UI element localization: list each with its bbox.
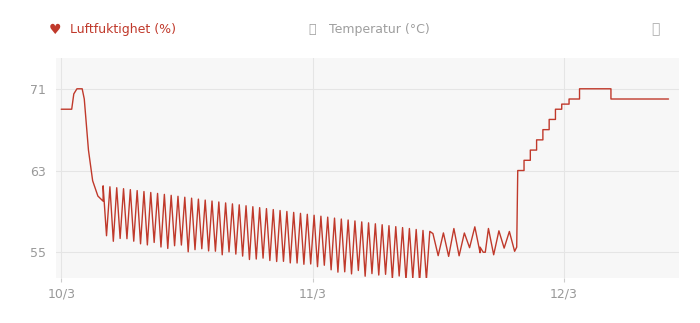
Text: 🌡: 🌡	[308, 23, 316, 36]
Text: Luftfuktighet (%): Luftfuktighet (%)	[70, 23, 176, 36]
Text: Temperatur (°C): Temperatur (°C)	[329, 23, 430, 36]
Text: ⤢: ⤢	[651, 23, 659, 36]
Text: ♥: ♥	[49, 23, 62, 36]
